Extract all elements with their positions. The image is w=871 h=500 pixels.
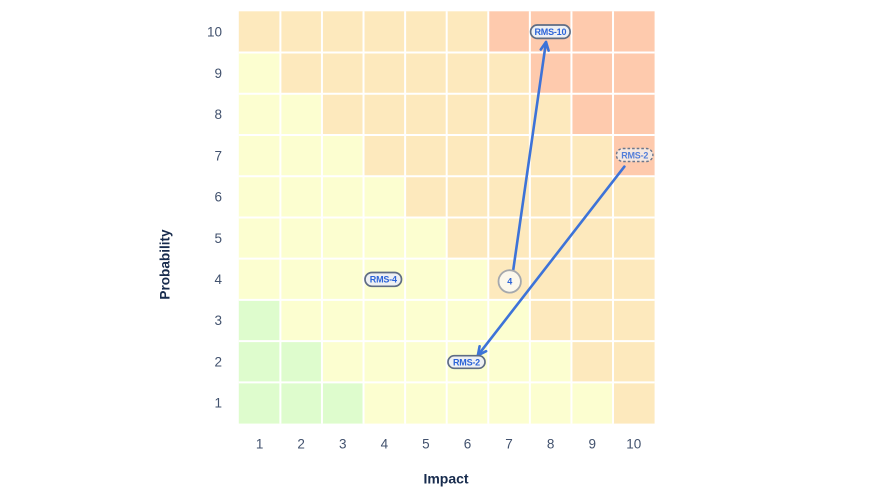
svg-text:RMS-4: RMS-4 [370, 275, 397, 285]
svg-text:RMS-2: RMS-2 [453, 357, 480, 367]
svg-text:10: 10 [207, 25, 222, 40]
svg-text:5: 5 [422, 437, 430, 452]
svg-text:Probability: Probability [158, 229, 173, 300]
svg-text:2: 2 [214, 354, 222, 369]
svg-text:10: 10 [626, 437, 641, 452]
svg-text:4: 4 [507, 277, 512, 287]
svg-text:Impact: Impact [423, 471, 468, 487]
svg-text:8: 8 [214, 107, 222, 122]
svg-text:6: 6 [464, 437, 472, 452]
svg-text:3: 3 [339, 437, 347, 452]
svg-text:8: 8 [547, 437, 555, 452]
svg-text:2: 2 [297, 437, 305, 452]
svg-text:6: 6 [214, 190, 222, 205]
svg-text:9: 9 [588, 437, 596, 452]
svg-text:3: 3 [214, 313, 222, 328]
svg-text:4: 4 [381, 437, 389, 452]
svg-text:RMS-10: RMS-10 [534, 27, 566, 37]
svg-text:9: 9 [214, 66, 222, 81]
svg-text:5: 5 [214, 231, 222, 246]
svg-text:1: 1 [214, 396, 222, 411]
svg-text:RMS-2: RMS-2 [621, 150, 648, 160]
svg-text:7: 7 [214, 148, 222, 163]
svg-text:4: 4 [214, 272, 222, 287]
svg-text:1: 1 [256, 437, 264, 452]
svg-text:7: 7 [505, 437, 513, 452]
